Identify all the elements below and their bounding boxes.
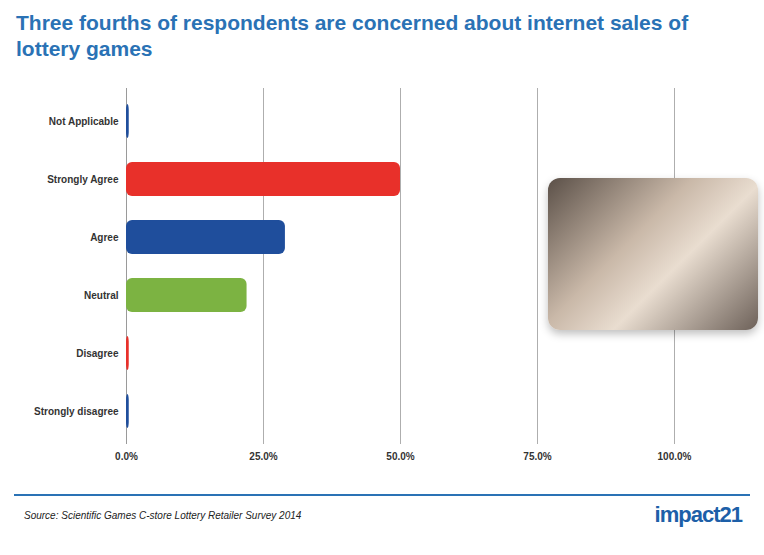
svg-text:50.0%: 50.0% [386, 451, 414, 462]
svg-text:25.0%: 25.0% [249, 451, 277, 462]
svg-text:0.0%: 0.0% [115, 451, 138, 462]
html-text:impact21: impact21 [654, 502, 742, 527]
html-text:Three fourths of respondents a: Three fourths of respondents are concern… [16, 11, 689, 60]
svg-text:Agree: Agree [90, 232, 119, 243]
svg-text:100.0%: 100.0% [658, 451, 692, 462]
html-text:Source: Scientific Games C-sto: Source: Scientific Games C-store Lottery… [24, 510, 302, 521]
svg-text:Not Applicable: Not Applicable [49, 116, 119, 127]
svg-text:Strongly disagree: Strongly disagree [34, 406, 119, 417]
svg-text:Neutral: Neutral [84, 290, 119, 301]
svg-text:Disagree: Disagree [76, 348, 119, 359]
svg-text:75.0%: 75.0% [523, 451, 551, 462]
svg-text:Strongly Agree: Strongly Agree [47, 174, 119, 185]
